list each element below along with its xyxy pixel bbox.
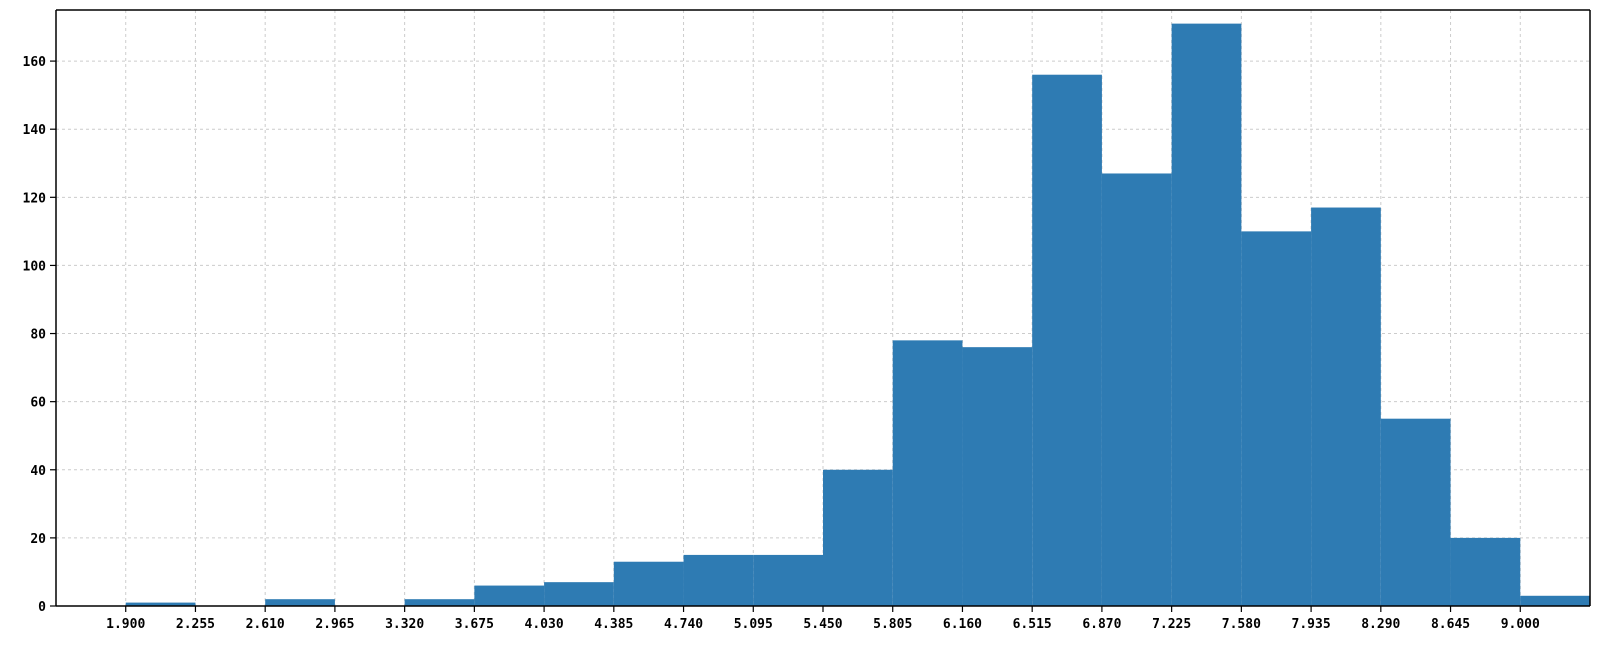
x-tick-label: 5.450 [803,617,842,632]
x-tick-label: 6.160 [943,617,982,632]
x-tick-label: 2.965 [315,617,354,632]
x-tick-label: 5.805 [873,617,912,632]
x-tick-label: 9.000 [1501,617,1540,632]
x-tick-label: 6.515 [1013,617,1052,632]
x-tick-label: 7.580 [1222,617,1261,632]
histogram-bar [1381,419,1451,606]
y-tick-label: 80 [30,328,46,343]
chart-svg: 1.900 2.255 2.610 2.965 3.320 3.675 4.030 4.385… [0,0,1606,647]
histogram-bar [893,340,963,606]
x-tick-label: 7.935 [1292,617,1331,632]
histogram-bar [1102,173,1172,606]
histogram-bar [1172,24,1242,606]
y-tick-label: 60 [30,396,46,411]
histogram-bar [265,599,335,606]
histogram-bar [1451,538,1521,606]
x-tick-label: 8.290 [1361,617,1400,632]
x-tick-label: 5.095 [734,617,773,632]
histogram-bar [962,347,1032,606]
histogram-bar [684,555,754,606]
x-tick-label: 2.255 [176,617,215,632]
x-tick-label: 1.900 [106,617,145,632]
y-tick-label: 20 [30,532,46,547]
histogram-bar [753,555,823,606]
y-tick-label: 40 [30,464,46,479]
x-tick-label: 8.645 [1431,617,1470,632]
histogram-bar [405,599,475,606]
x-tick-label: 4.030 [525,617,564,632]
histogram-bar [1311,208,1381,606]
histogram-chart: 1.900 2.255 2.610 2.965 3.320 3.675 4.030 4.385… [0,0,1606,647]
y-tick-label: 140 [23,123,47,138]
x-tick-label: 3.675 [455,617,494,632]
y-tick-label: 100 [23,259,47,274]
histogram-bar [1032,75,1102,606]
histogram-bar [1520,596,1590,606]
histogram-bar [474,586,544,606]
histogram-bar [823,470,893,606]
x-tick-label: 7.225 [1152,617,1191,632]
histogram-bar [1241,231,1311,606]
x-tick-label: 4.740 [664,617,703,632]
x-tick-label: 2.610 [246,617,285,632]
x-tick-label: 4.385 [594,617,633,632]
histogram-bar [614,562,684,606]
histogram-bar [544,582,614,606]
x-tick-label: 3.320 [385,617,424,632]
y-tick-label: 0 [38,600,46,615]
y-tick-label: 160 [23,55,47,70]
y-tick-label: 120 [23,191,47,206]
x-tick-label: 6.870 [1082,617,1121,632]
